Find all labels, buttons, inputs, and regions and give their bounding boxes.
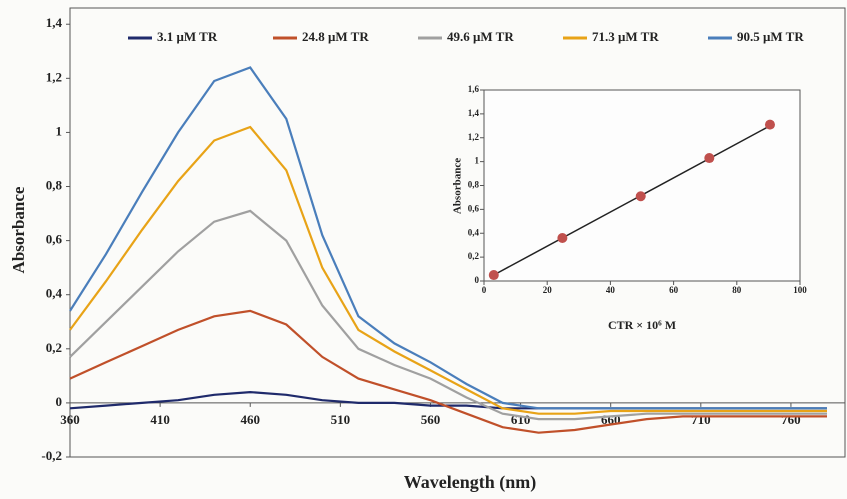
spectrum-line	[69, 125, 827, 415]
y-tick-label: 0,2	[46, 340, 62, 355]
y-tick-label: 1,4	[46, 15, 63, 30]
y-tick-label: 0,6	[468, 203, 480, 213]
y-tick-label: 1	[475, 156, 480, 166]
spectrum-line	[69, 209, 827, 421]
inset-x-axis-label: CTR × 10⁶ M	[608, 318, 676, 332]
y-tick-label: 0,4	[46, 286, 63, 301]
y-tick-label: 0,8	[46, 178, 63, 193]
x-tick-label: 510	[331, 412, 351, 427]
x-tick-label: 0	[482, 285, 487, 295]
y-tick-label: 0,6	[46, 232, 63, 247]
data-point	[488, 270, 499, 281]
y-tick-label: 1,6	[468, 84, 480, 94]
plot-frame	[69, 7, 846, 458]
legend-label: 71.3 μM TR	[592, 29, 659, 44]
x-tick-label: 460	[240, 412, 260, 427]
inset-y-axis-label: Absorbance	[452, 158, 464, 214]
legend-label: 24.8 μM TR	[302, 29, 369, 44]
x-tick-label: 40	[606, 285, 616, 295]
y-tick-label: 1,2	[468, 132, 480, 142]
y-tick-label: 1,2	[46, 69, 62, 84]
legend-label: 49.6 μM TR	[447, 29, 514, 44]
x-axis-label: Wavelength (nm)	[404, 472, 537, 493]
data-point	[635, 191, 646, 202]
plot-frame	[483, 89, 801, 282]
legend-label: 3.1 μM TR	[157, 29, 218, 44]
y-tick-label: 0,4	[468, 227, 480, 237]
data-point	[764, 119, 775, 130]
x-tick-label: 360	[60, 412, 80, 427]
legend-label: 90.5 μM TR	[737, 29, 804, 44]
x-tick-label: 80	[732, 285, 742, 295]
y-tick-label: 0	[56, 394, 63, 409]
fit-line	[493, 125, 771, 276]
spectrum-line	[69, 66, 827, 410]
y-tick-label: 1	[56, 123, 63, 138]
data-point	[557, 233, 568, 244]
x-tick-label: 610	[511, 412, 531, 427]
x-tick-label: 100	[793, 285, 807, 295]
y-tick-label: 1,4	[468, 108, 480, 118]
y-axis-label: Absorbance	[9, 186, 28, 273]
y-tick-label: 0,8	[468, 180, 480, 190]
x-tick-label: 60	[669, 285, 679, 295]
y-tick-label: 0,2	[468, 251, 480, 261]
spectrum-line	[69, 309, 827, 434]
x-tick-label: 410	[150, 412, 170, 427]
y-tick-label: -0,2	[41, 448, 62, 463]
data-point	[704, 153, 715, 164]
x-tick-label: 560	[421, 412, 441, 427]
x-tick-label: 20	[543, 285, 553, 295]
y-tick-label: 0	[475, 275, 480, 285]
